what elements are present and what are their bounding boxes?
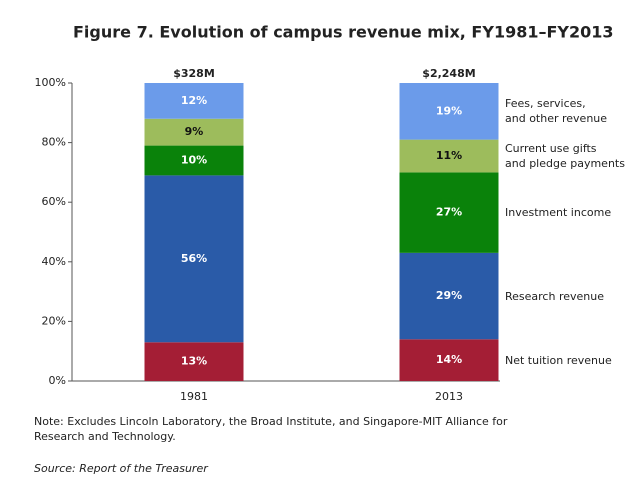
legend-entry: Research revenue (505, 289, 604, 303)
legend-entry: Investment income (505, 206, 612, 220)
value-label: 10% (181, 153, 207, 166)
x-tick-label: 2013 (435, 390, 463, 403)
bar-segment (399, 252, 499, 340)
bar-segment (144, 342, 244, 381)
x-tick-label: 1981 (180, 390, 208, 403)
value-label: 19% (436, 104, 462, 117)
bar-segment (399, 339, 499, 381)
bar-segment (399, 172, 499, 253)
legend-entry: Fees, services, and other revenue (505, 97, 608, 126)
y-tick-label: 20% (42, 314, 66, 327)
y-tick-label: 60% (42, 195, 66, 208)
bar-segment (399, 83, 499, 140)
note: Note: Excludes Lincoln Laboratory, the B… (34, 415, 508, 443)
legend-entry: Net tuition revenue (505, 353, 612, 367)
bar-segment (144, 118, 244, 146)
value-label: 29% (436, 289, 462, 302)
source: Source: Report of the Treasurer (34, 462, 208, 475)
chart-title: Figure 7. Evolution of campus revenue mi… (73, 23, 614, 42)
value-label: 11% (436, 149, 462, 162)
y-tick-label: 100% (35, 76, 66, 89)
value-label: 9% (185, 125, 204, 138)
bar-segment (144, 83, 244, 119)
value-label: 14% (436, 353, 462, 366)
value-label: 27% (436, 206, 462, 219)
bar-segment (399, 139, 499, 173)
value-label: 56% (181, 252, 207, 265)
bar-segment (144, 175, 244, 343)
bar-segment (144, 145, 244, 176)
y-tick-label: 80% (42, 136, 66, 149)
y-tick-label: 40% (42, 255, 66, 268)
bar-total: $2,248M (422, 67, 475, 80)
value-label: 12% (181, 94, 207, 107)
y-tick-label: 0% (49, 374, 66, 387)
legend-entry: Current use gifts and pledge payments (505, 142, 625, 170)
value-label: 13% (181, 355, 207, 368)
bar-total: $328M (173, 67, 215, 80)
